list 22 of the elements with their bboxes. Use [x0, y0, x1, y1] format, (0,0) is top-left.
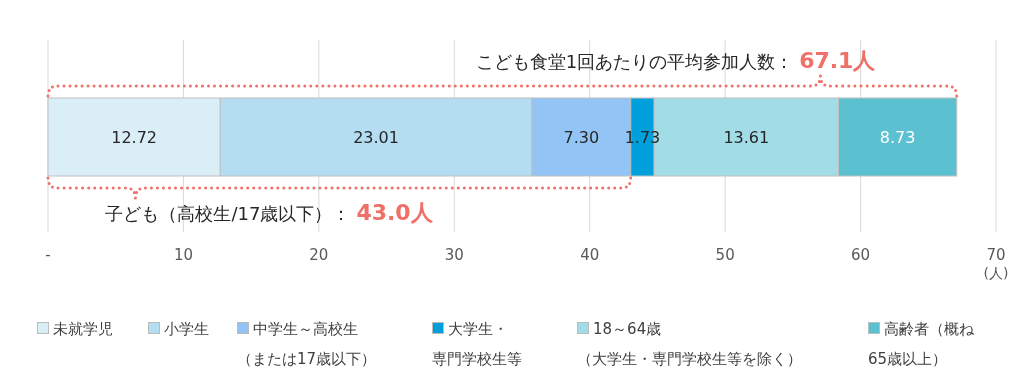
x-tick-label: -	[45, 246, 51, 264]
data-label: 12.72	[111, 128, 158, 147]
data-label: 23.01	[353, 128, 399, 147]
x-axis-title: (人)	[983, 265, 1009, 281]
data-label: 13.61	[723, 128, 770, 147]
x-tick-label: 30	[444, 246, 464, 264]
data-label: 7.30	[563, 128, 600, 147]
x-tick-label: 10	[173, 246, 193, 264]
x-tick-label: 40	[580, 246, 600, 264]
legend-label: 小学生	[164, 320, 209, 338]
legend-label: 大学生・専門学校生等	[432, 320, 522, 368]
text: 子ども（高校生/17歳以下）：43.0人	[105, 200, 434, 225]
legend-label: 18～64歳（大学生・専門学校生等を除く）	[577, 320, 802, 368]
data-label: 8.73	[879, 128, 916, 147]
legend-label: 未就学児	[53, 320, 113, 338]
x-tick-label: 70	[986, 246, 1006, 264]
legend-label: 中学生～高校生（または17歳以下）	[237, 320, 377, 368]
x-tick-label: 50	[715, 246, 735, 264]
legend-label: 高齢者（概ね65歳以上）	[868, 320, 974, 368]
x-tick-label: 20	[309, 246, 329, 264]
x-tick-label: 60	[851, 246, 871, 264]
text: こども食堂1回あたりの平均参加人数：67.1人	[475, 48, 877, 73]
